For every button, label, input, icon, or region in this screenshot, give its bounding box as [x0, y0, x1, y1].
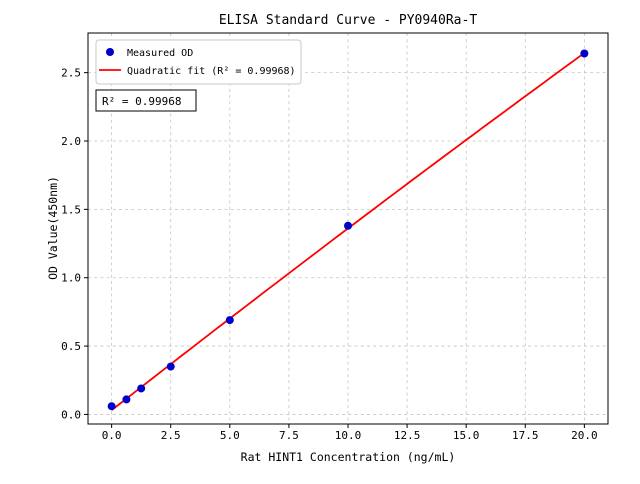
- legend-box: [95, 39, 302, 85]
- y-tick-label: 0.0: [61, 408, 81, 421]
- chart-title: ELISA Standard Curve - PY0940Ra-T: [219, 13, 477, 28]
- data-layer: [107, 49, 589, 411]
- plot-frame: [87, 32, 609, 425]
- y-tick-label: 2.0: [61, 135, 81, 148]
- y-tick-label: 2.5: [61, 67, 81, 80]
- legend: Measured OD Quadratic fit (R² = 0.99968): [95, 39, 302, 85]
- y-axis-label: OD Value(450nm): [46, 176, 60, 280]
- data-point: [137, 384, 146, 393]
- legend-label-measured-od: Measured OD: [127, 48, 193, 59]
- x-tick-label: 20.0: [571, 429, 598, 442]
- r-squared-box: [95, 89, 197, 112]
- data-point: [580, 49, 589, 58]
- legend-marker-measured-od: [106, 48, 114, 56]
- x-axis-label: Rat HINT1 Concentration (ng/mL): [241, 450, 456, 464]
- data-point: [344, 221, 352, 230]
- r-squared-text: R² = 0.99968: [102, 95, 181, 108]
- x-tick-label: 5.0: [220, 429, 240, 442]
- y-tick-label: 1.0: [61, 272, 81, 285]
- data-point: [166, 362, 175, 371]
- x-tick-label: 15.0: [453, 429, 480, 442]
- y-tick-label: 1.5: [61, 203, 81, 216]
- data-point: [122, 395, 131, 404]
- x-tick-label: 10.0: [335, 429, 362, 442]
- x-tick-label: 12.5: [394, 429, 421, 442]
- legend-label-quadratic-fit: Quadratic fit (R² = 0.99968): [127, 66, 296, 77]
- data-point: [225, 316, 234, 325]
- data-point: [107, 402, 116, 411]
- x-tick-label: 2.5: [161, 429, 181, 442]
- x-tick-label: 7.5: [279, 429, 299, 442]
- r-squared-annotation: R² = 0.99968: [95, 89, 197, 112]
- grid-layer: 0.0 2.5 5.0 7.5 10.0 12.5 15.0 17.5 20.0 0.0 0.5 1.…: [61, 33, 608, 442]
- y-tick-label: 0.5: [61, 340, 81, 353]
- x-tick-label: 0.0: [102, 429, 122, 442]
- x-tick-label: 17.5: [512, 429, 539, 442]
